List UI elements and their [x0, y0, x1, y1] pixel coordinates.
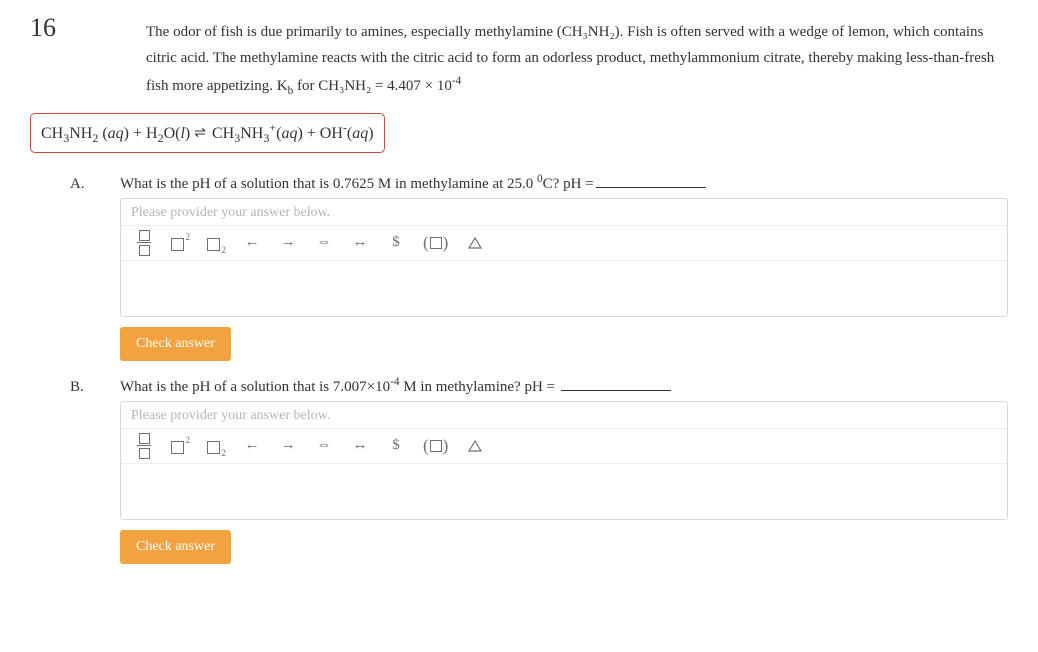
dollar-icon[interactable]: $ — [387, 435, 405, 457]
part-a-question: What is the pH of a solution that is 0.7… — [120, 173, 1008, 193]
part-a-text-2: C? pH = — [543, 176, 594, 192]
superscript-icon[interactable]: 2 — [171, 232, 189, 254]
triangle-icon[interactable] — [466, 435, 484, 457]
subscript-icon[interactable]: 2 — [207, 435, 225, 457]
equation-box: CH3NH2 (aq) + H2O(l) ⇌ CH3NH3+(aq) + OH-… — [30, 113, 385, 153]
question-number: 16 — [30, 15, 56, 41]
part-b: B. What is the pH of a solution that is … — [70, 376, 1008, 564]
fraction-icon[interactable] — [135, 435, 153, 457]
parentheses-icon[interactable]: () — [423, 435, 448, 457]
part-a: A. What is the pH of a solution that is … — [70, 173, 1008, 361]
arrow-right-icon[interactable]: → — [279, 435, 297, 457]
intro-text-1: The odor of fish is due primarily to ami… — [146, 24, 994, 94]
answer-input-a[interactable] — [121, 261, 1007, 316]
arrow-leftright-icon[interactable]: ↔ — [351, 435, 369, 457]
superscript-icon[interactable]: 2 — [171, 435, 189, 457]
fraction-icon[interactable] — [135, 232, 153, 254]
intro-text-2: for CH₃NH₂ = 4.407 × 10 — [293, 78, 452, 94]
question-intro: The odor of fish is due primarily to ami… — [146, 24, 994, 94]
part-b-question: What is the pH of a solution that is 7.0… — [120, 376, 1008, 396]
dollar-icon[interactable]: $ — [387, 232, 405, 254]
triangle-icon[interactable] — [466, 232, 484, 254]
arrow-leftright-double-icon[interactable]: ⇔ — [315, 435, 333, 457]
intro-exp: -4 — [452, 75, 461, 87]
part-a-blank — [596, 187, 706, 188]
equation-rhs: CH3NH3+(aq) + OH-(aq) — [208, 125, 374, 142]
answer-panel-a: Please provider your answer below. 2 2 ←… — [120, 198, 1008, 317]
answer-input-b[interactable] — [121, 464, 1007, 519]
check-answer-button-b[interactable]: Check answer — [120, 530, 231, 564]
equilibrium-arrows-icon: ⇌ — [194, 125, 204, 142]
check-answer-button-a[interactable]: Check answer — [120, 327, 231, 361]
part-b-text-2: M in methylamine? pH = — [399, 379, 558, 395]
toolbar-a: 2 2 ← → ⇔ ↔ $ () — [121, 226, 1007, 261]
equation-lhs: CH3NH2 (aq) + H2O(l) — [41, 125, 194, 142]
toolbar-b: 2 2 ← → ⇔ ↔ $ () — [121, 429, 1007, 464]
answer-placeholder-a: Please provider your answer below. — [121, 199, 1007, 226]
parentheses-icon[interactable]: () — [423, 232, 448, 254]
part-b-label: B. — [70, 379, 120, 396]
arrow-left-icon[interactable]: ← — [243, 435, 261, 457]
arrow-leftright-icon[interactable]: ↔ — [351, 232, 369, 254]
answer-placeholder-b: Please provider your answer below. — [121, 402, 1007, 429]
part-b-blank — [561, 390, 671, 391]
part-a-label: A. — [70, 176, 120, 193]
part-a-text-1: What is the pH of a solution that is 0.7… — [120, 176, 537, 192]
subscript-icon[interactable]: 2 — [207, 232, 225, 254]
part-b-text-1: What is the pH of a solution that is 7.0… — [120, 379, 390, 395]
answer-panel-b: Please provider your answer below. 2 2 ←… — [120, 401, 1008, 520]
arrow-left-icon[interactable]: ← — [243, 232, 261, 254]
arrow-right-icon[interactable]: → — [279, 232, 297, 254]
arrow-leftright-double-icon[interactable]: ⇔ — [315, 232, 333, 254]
